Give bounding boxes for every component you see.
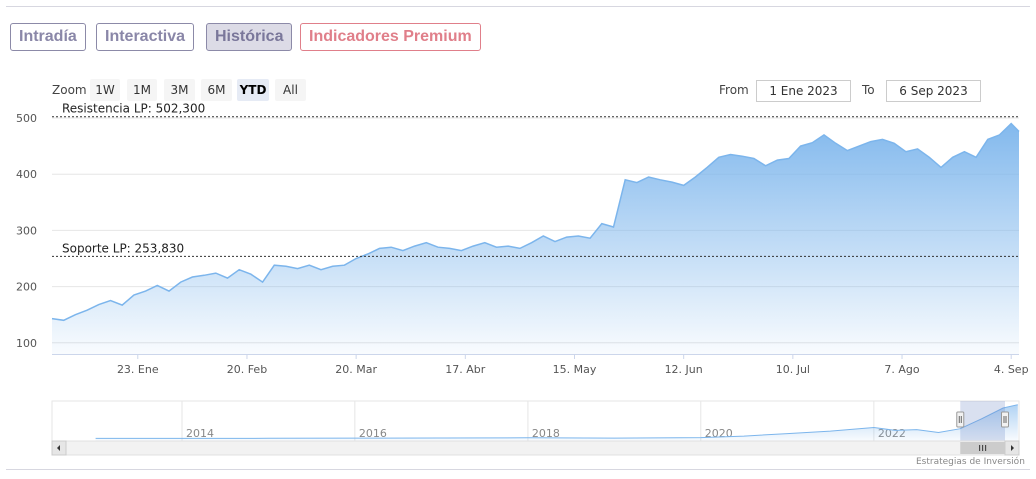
y-tick-label: 500: [16, 112, 37, 125]
x-tick-label: 20. Mar: [335, 363, 377, 376]
zoom-all-button[interactable]: All: [275, 79, 306, 101]
range-from-input[interactable]: 1 Ene 2023: [756, 80, 851, 102]
top-divider: [6, 6, 1030, 7]
range-from-label: From: [719, 83, 749, 97]
support-label: Soporte LP: 253,830: [62, 241, 184, 255]
x-tick-label: 17. Abr: [445, 363, 485, 376]
navigator-year-label: 2014: [186, 427, 214, 440]
y-tick-label: 200: [16, 281, 37, 294]
y-tick-label: 300: [16, 224, 37, 237]
x-tick-label: 15. May: [553, 363, 597, 376]
x-tick-label: 20. Feb: [227, 363, 267, 376]
navigator-window[interactable]: [960, 401, 1005, 441]
zoom-1w-button[interactable]: 1W: [90, 79, 120, 101]
x-tick-label: 12. Jun: [665, 363, 703, 376]
tab-indicadores-premium[interactable]: Indicadores Premium: [300, 23, 481, 51]
y-tick-label: 100: [16, 337, 37, 350]
series-line: [51, 122, 1020, 322]
x-tick-label: 23. Ene: [117, 363, 159, 376]
navigator-year-label: 2018: [532, 427, 560, 440]
zoom-3m-button[interactable]: 3M: [164, 79, 195, 101]
y-tick-label: 400: [16, 168, 37, 181]
chevron-right-icon: [1011, 445, 1014, 451]
navigator-right-handle[interactable]: [1001, 411, 1009, 428]
navigator-year-label: 2016: [359, 427, 387, 440]
chart-credit[interactable]: Estrategias de Inversión: [916, 457, 1025, 467]
x-tick-label: 10. Jul: [776, 363, 810, 376]
tab-interactiva[interactable]: Interactiva: [96, 23, 195, 51]
zoom-label: Zoom: [52, 83, 87, 97]
chevron-left-icon: [57, 445, 60, 451]
range-to-input[interactable]: 6 Sep 2023: [886, 80, 981, 102]
bottom-divider: [6, 469, 1030, 470]
zoom-1m-button[interactable]: 1M: [127, 79, 157, 101]
x-tick-label: 4. Sep: [994, 363, 1029, 376]
navigator-left-handle[interactable]: [956, 411, 965, 428]
navigator-area: [95, 404, 1018, 441]
scrollbar-track: [51, 440, 1020, 456]
zoom-6m-button[interactable]: 6M: [201, 79, 232, 101]
tab-historica[interactable]: Histórica: [206, 23, 293, 51]
navigator-line: [95, 404, 1018, 439]
series-area: [52, 123, 1019, 354]
resistance-label: Resistencia LP: 502,300: [62, 102, 205, 116]
range-to-label: To: [862, 83, 875, 97]
zoom-ytd-button[interactable]: YTD: [237, 79, 269, 101]
x-tick-label: 7. Ago: [884, 363, 919, 376]
tab-intradia[interactable]: Intradía: [10, 23, 86, 51]
